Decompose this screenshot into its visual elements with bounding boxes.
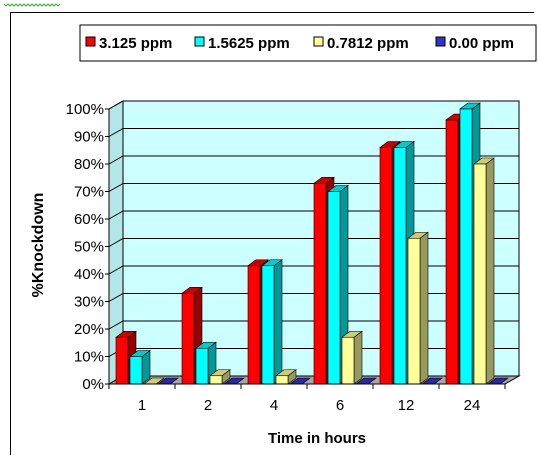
legend-label: 0.7812 ppm	[327, 35, 409, 52]
gridline	[108, 100, 519, 110]
legend-swatch	[85, 36, 96, 47]
bar	[407, 231, 429, 385]
bar	[275, 369, 297, 385]
y-tick-label: 90%	[74, 129, 104, 146]
legend-swatch	[313, 36, 324, 47]
y-tick-label: 100%	[66, 101, 104, 118]
bar-front	[209, 375, 223, 385]
bar-front	[275, 375, 289, 385]
bar-front	[313, 182, 327, 385]
y-tick-label: 30%	[74, 294, 104, 311]
y-tick-label: 10%	[74, 349, 104, 366]
chart-frame	[10, 12, 534, 455]
bar-front	[327, 191, 341, 385]
x-tick-label: 4	[270, 397, 278, 414]
x-axis-title: Time in hours	[268, 430, 366, 447]
bar	[129, 349, 151, 385]
legend-label: 0.00 ppm	[449, 35, 514, 52]
y-tick-label: 0%	[82, 376, 104, 393]
legend-label: 3.125 ppm	[99, 35, 172, 52]
bar-side	[273, 259, 283, 385]
bar-front	[261, 265, 275, 385]
x-tick-label: 24	[464, 397, 481, 414]
x-tick-label: 6	[336, 397, 344, 414]
y-tick-label: 40%	[74, 266, 104, 283]
bar-front	[129, 356, 143, 385]
x-tick-label: 2	[204, 397, 212, 414]
legend-swatch	[194, 36, 205, 47]
legend-box	[79, 24, 537, 62]
bar-front	[379, 147, 393, 385]
decorative-squiggle	[3, 3, 61, 7]
bar-front	[195, 347, 209, 385]
bar-side	[419, 231, 429, 385]
legend-label: 1.5625 ppm	[208, 35, 290, 52]
bar	[473, 157, 495, 385]
bar	[209, 369, 231, 385]
legend-swatch	[435, 36, 446, 47]
bar	[261, 259, 283, 385]
bar-front	[115, 336, 129, 385]
bar-front	[459, 108, 473, 385]
bar-front	[445, 119, 459, 385]
bar-front	[407, 237, 421, 385]
bar-front	[341, 336, 355, 385]
x-tick-label: 1	[138, 397, 146, 414]
bar	[341, 330, 363, 385]
bar-side	[485, 157, 495, 385]
legend: 3.125 ppm 1.5625 ppm 0.7812 ppm 0.00 ppm	[79, 24, 537, 62]
y-axis-title: %Knockdown	[30, 193, 47, 298]
gridline	[108, 128, 519, 137]
y-tick-label: 80%	[74, 156, 104, 173]
y-tick-label: 70%	[74, 184, 104, 201]
bar-front	[181, 292, 195, 385]
bar-front	[247, 265, 261, 385]
bar-front	[393, 147, 407, 385]
bar-front	[473, 163, 487, 385]
bar-side	[353, 330, 363, 385]
y-tick-label: 50%	[74, 239, 104, 256]
x-tick-label: 12	[398, 397, 415, 414]
y-tick-label: 20%	[74, 321, 104, 338]
y-tick-label: 60%	[74, 211, 104, 228]
axes-group: 1 2 4 6 12 24	[108, 109, 506, 414]
